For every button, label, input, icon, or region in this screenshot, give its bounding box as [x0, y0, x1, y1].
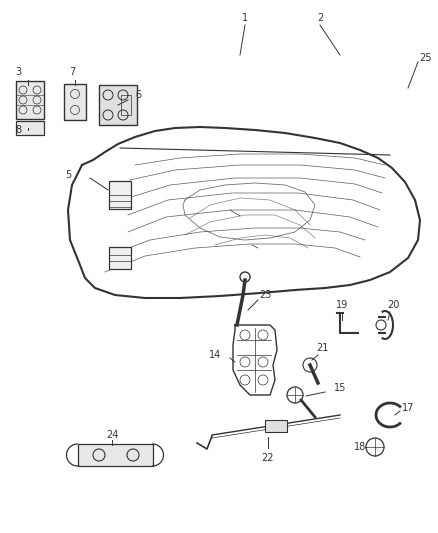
Text: 22: 22 [262, 453, 274, 463]
Text: 3: 3 [15, 67, 21, 77]
Text: 18: 18 [354, 442, 366, 452]
Text: 5: 5 [65, 170, 71, 180]
Bar [265, 420, 287, 432]
Text: 24: 24 [106, 430, 118, 440]
Bar [109, 247, 131, 269]
Text: 21: 21 [316, 343, 328, 353]
Text: 2: 2 [317, 13, 323, 23]
Bar [64, 84, 86, 120]
Text: 15: 15 [334, 383, 346, 393]
Bar [78, 444, 152, 466]
Text: 7: 7 [69, 67, 75, 77]
Text: 14: 14 [209, 350, 221, 360]
Text: 1: 1 [242, 13, 248, 23]
Bar [99, 85, 137, 125]
Text: 17: 17 [402, 403, 414, 413]
Text: 25: 25 [419, 53, 431, 63]
Text: 6: 6 [135, 90, 141, 100]
Bar [16, 81, 44, 119]
Text: 20: 20 [387, 300, 399, 310]
Text: 8: 8 [15, 125, 21, 135]
Bar [16, 121, 44, 135]
Bar [109, 181, 131, 209]
Text: 19: 19 [336, 300, 348, 310]
Bar [121, 95, 131, 115]
Text: 23: 23 [259, 290, 271, 300]
